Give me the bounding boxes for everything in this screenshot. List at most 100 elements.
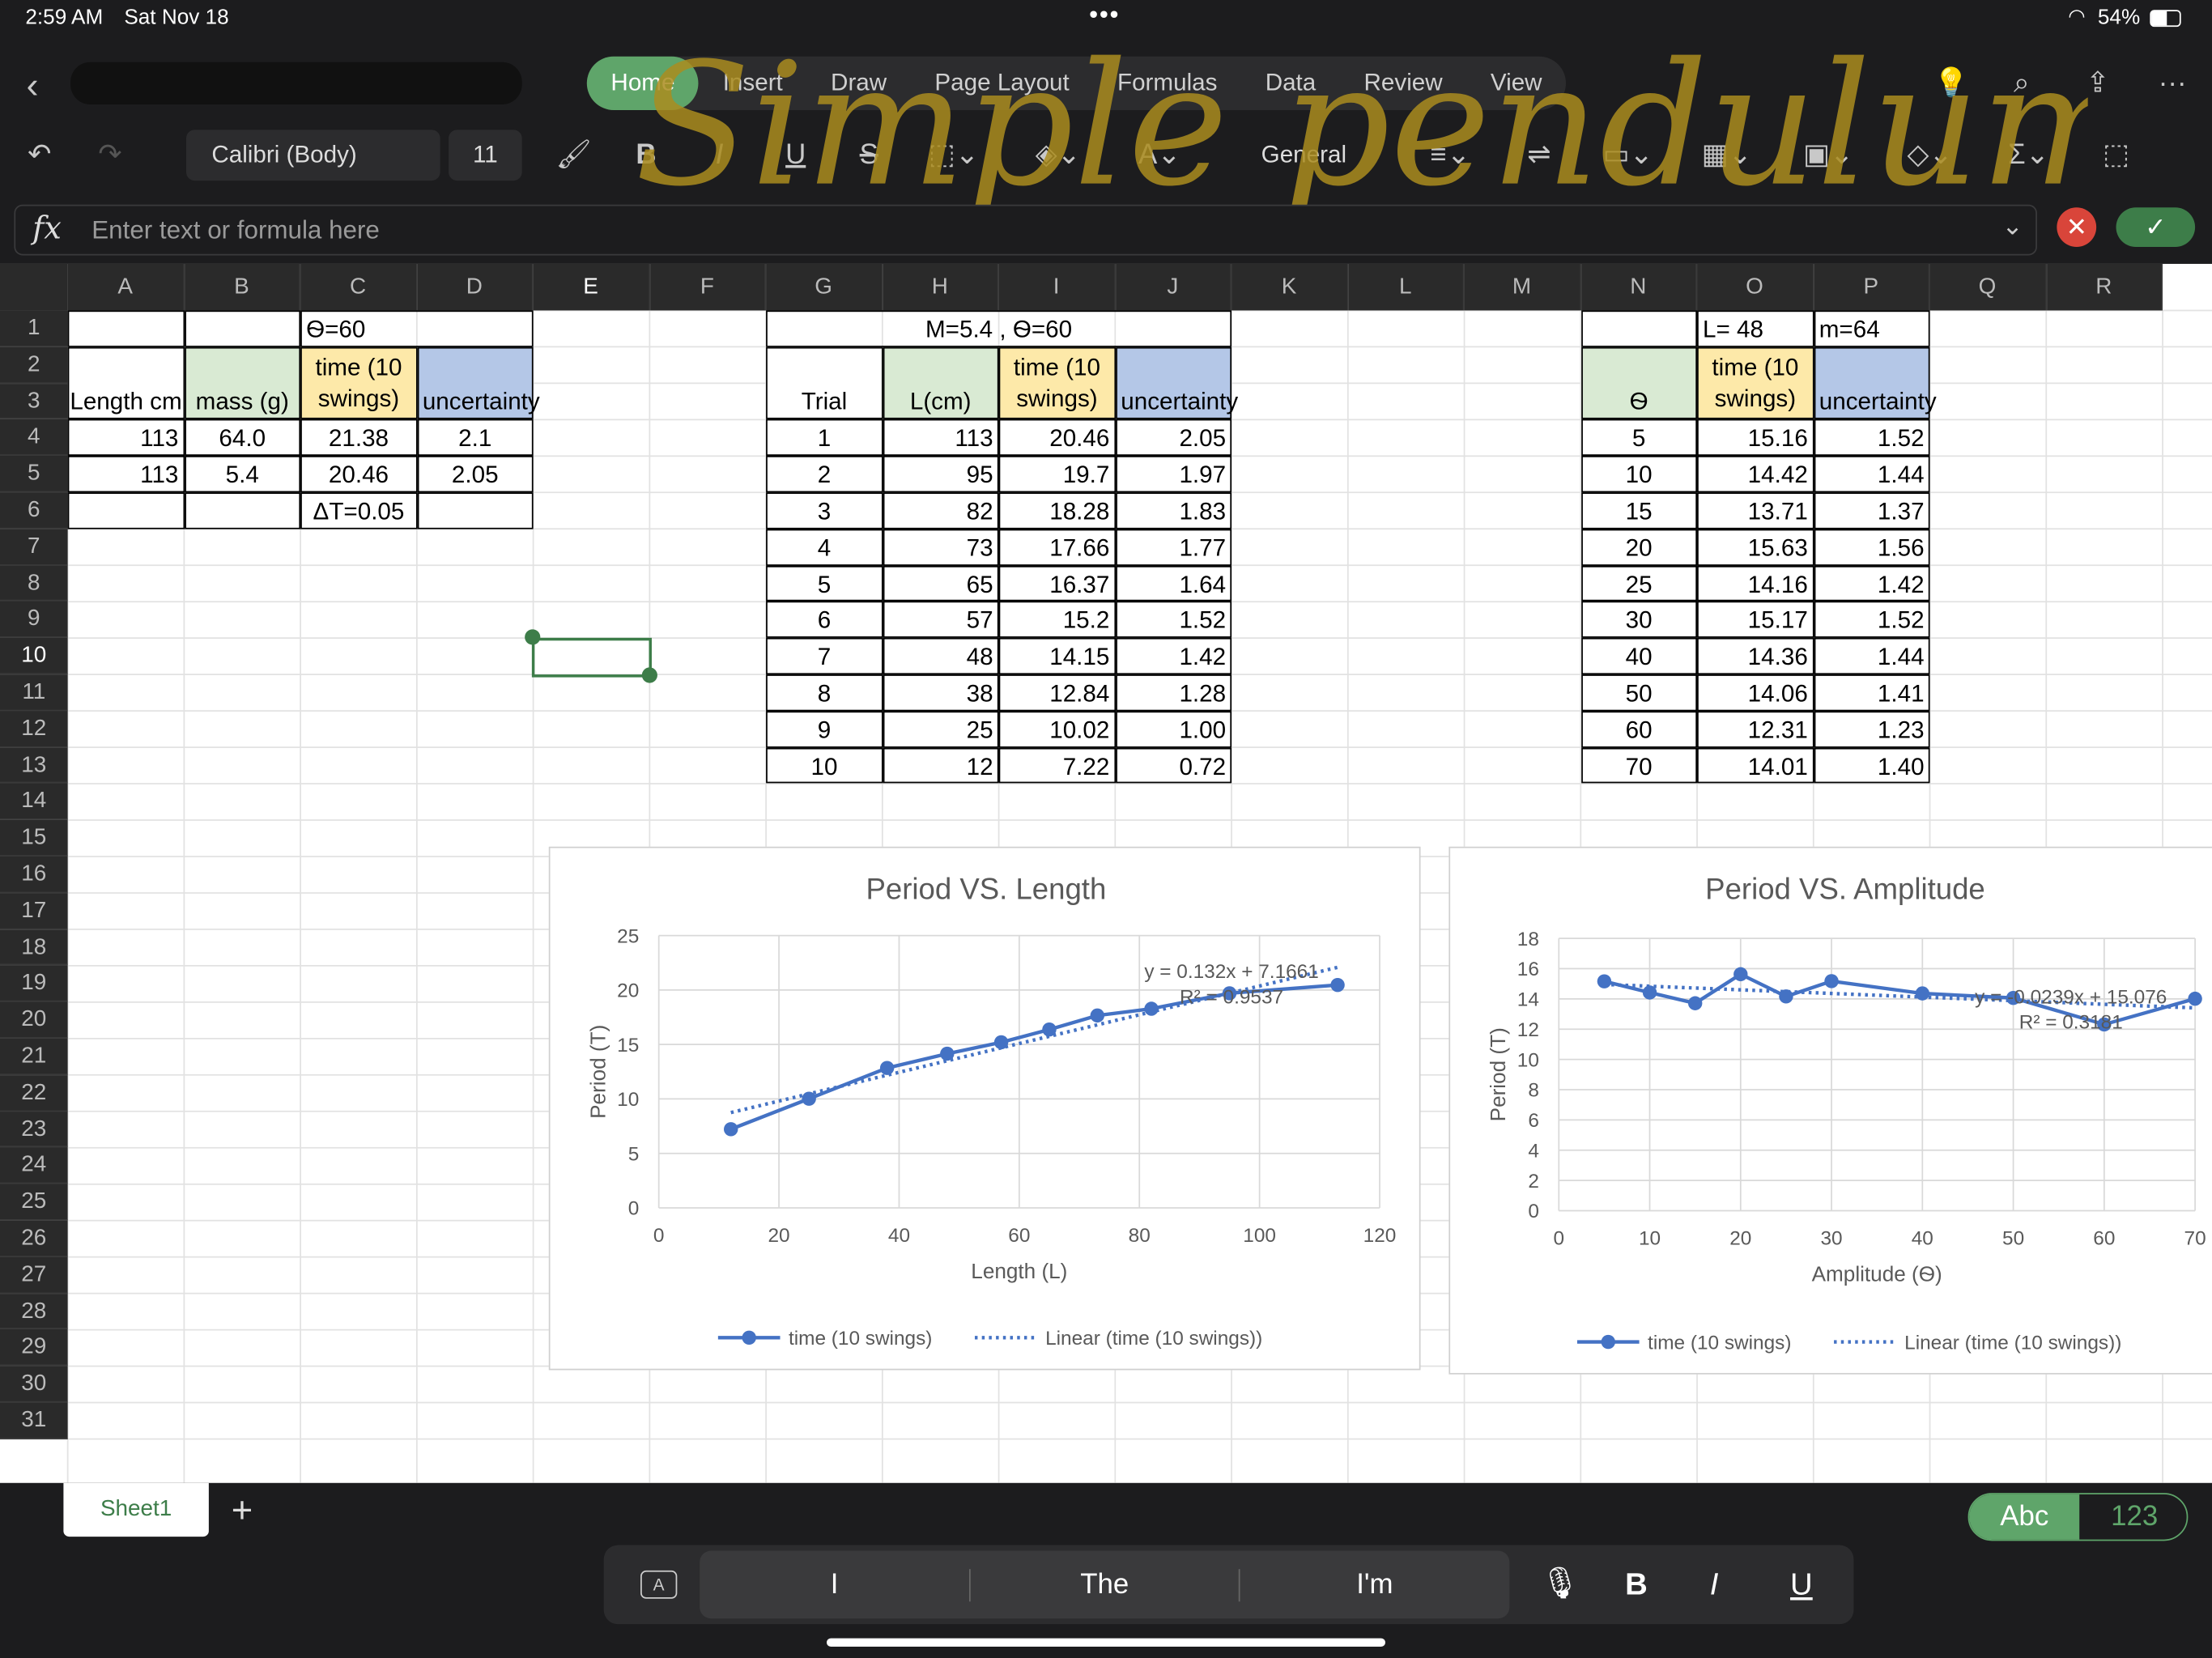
row-header-8[interactable]: 8 bbox=[0, 565, 68, 602]
t1-empty[interactable] bbox=[184, 310, 301, 347]
row-header-1[interactable]: 1 bbox=[0, 310, 68, 347]
back-icon[interactable]: ‹ bbox=[26, 63, 39, 106]
row-header-27[interactable]: 27 bbox=[0, 1256, 68, 1294]
autosum-icon[interactable]: Σ⌄ bbox=[2008, 139, 2049, 171]
t2-header-2[interactable]: time (10 swings) bbox=[998, 346, 1116, 420]
more-icon[interactable]: ··· bbox=[2158, 67, 2187, 100]
row-header-12[interactable]: 12 bbox=[0, 711, 68, 748]
keyboard-mode-toggle[interactable]: Abc 123 bbox=[1967, 1493, 2189, 1541]
t1-header-0[interactable]: Length cm bbox=[67, 346, 185, 420]
t1-cell[interactable]: ΔT=0.05 bbox=[300, 492, 417, 529]
t1-cell[interactable]: 64.0 bbox=[184, 419, 301, 457]
t2-cell[interactable]: 12 bbox=[882, 747, 999, 784]
t2-cell[interactable]: 25 bbox=[882, 711, 999, 748]
t1-title[interactable]: Ѳ=60 bbox=[300, 310, 534, 347]
t3-cell[interactable]: 25 bbox=[1580, 565, 1698, 602]
t2-cell[interactable]: 1.28 bbox=[1115, 674, 1232, 712]
kb-bold[interactable]: B bbox=[1625, 1566, 1648, 1602]
t3-cell[interactable]: 14.36 bbox=[1697, 638, 1814, 675]
t1-cell[interactable] bbox=[416, 492, 534, 529]
t3-cell[interactable]: 14.06 bbox=[1697, 674, 1814, 712]
t1-cell[interactable]: 20.46 bbox=[300, 456, 417, 493]
t2-cell[interactable]: 17.66 bbox=[998, 529, 1116, 566]
t2-cell[interactable]: 12.84 bbox=[998, 674, 1116, 712]
tab-page-layout[interactable]: Page Layout bbox=[934, 69, 1070, 96]
cancel-icon[interactable]: ✕ bbox=[2057, 207, 2097, 248]
t2-cell[interactable]: 7.22 bbox=[998, 747, 1116, 784]
tab-draw[interactable]: Draw bbox=[831, 69, 887, 96]
column-header-P[interactable]: P bbox=[1813, 263, 1930, 311]
t1-cell[interactable]: 113 bbox=[67, 419, 185, 457]
tab-formulas[interactable]: Formulas bbox=[1117, 69, 1218, 96]
home-indicator[interactable] bbox=[827, 1638, 1385, 1647]
t2-cell[interactable]: 10 bbox=[766, 747, 883, 784]
tab-home[interactable]: Home bbox=[586, 56, 700, 110]
t3-cell[interactable]: 20 bbox=[1580, 529, 1698, 566]
row-header-4[interactable]: 4 bbox=[0, 419, 68, 457]
row-header-2[interactable]: 2 bbox=[0, 346, 68, 384]
suggestion-1[interactable]: I bbox=[830, 1569, 839, 1601]
t3-cell[interactable]: 5 bbox=[1580, 419, 1698, 457]
t3-cell[interactable]: 1.40 bbox=[1813, 747, 1930, 784]
t3-cell[interactable]: 14.42 bbox=[1697, 456, 1814, 493]
tab-insert[interactable]: Insert bbox=[722, 69, 783, 96]
t3-cell[interactable]: 1.41 bbox=[1813, 674, 1930, 712]
cells-icon[interactable]: ▣⌄ bbox=[1803, 139, 1854, 171]
t2-cell[interactable]: 18.28 bbox=[998, 492, 1116, 529]
lightbulb-icon[interactable]: 💡 bbox=[1933, 67, 1969, 100]
suggestion-2[interactable]: The bbox=[968, 1569, 1240, 1602]
t2-cell[interactable]: 7 bbox=[766, 638, 883, 675]
column-header-F[interactable]: F bbox=[649, 263, 767, 311]
row-header-22[interactable]: 22 bbox=[0, 1074, 68, 1112]
column-header-A[interactable]: A bbox=[67, 263, 185, 311]
kb-underline[interactable]: U bbox=[1790, 1566, 1813, 1602]
t3-cell[interactable]: 60 bbox=[1580, 711, 1698, 748]
t3-cell[interactable]: 30 bbox=[1580, 602, 1698, 639]
t2-cell[interactable]: 3 bbox=[766, 492, 883, 529]
row-header-3[interactable]: 3 bbox=[0, 383, 68, 420]
chart-0[interactable]: Period VS. Length 0 5 10 15 20 25 0 20 40 60 80 100 1… bbox=[548, 846, 1421, 1371]
t1-empty[interactable] bbox=[67, 310, 185, 347]
search-icon[interactable]: ⌕ bbox=[2014, 67, 2030, 100]
row-header-14[interactable]: 14 bbox=[0, 784, 68, 820]
t2-cell[interactable]: 4 bbox=[766, 529, 883, 566]
column-header-B[interactable]: B bbox=[184, 263, 301, 311]
chart-1[interactable]: Period VS. Amplitude 0 2 4 6 8 10 12 14 16 18 0 10 20… bbox=[1448, 846, 2212, 1375]
clear-icon[interactable]: ◇⌄ bbox=[1907, 139, 1953, 171]
microphone-icon[interactable]: 🎙 bbox=[1540, 1564, 1580, 1601]
t1-cell[interactable]: 2.05 bbox=[416, 456, 534, 493]
number-format-box[interactable]: General bbox=[1261, 141, 1347, 168]
column-header-C[interactable]: C bbox=[300, 263, 417, 311]
font-color-icon[interactable]: A⌄ bbox=[1138, 139, 1181, 171]
t1-header-2[interactable]: time (10 swings) bbox=[300, 346, 417, 420]
row-header-16[interactable]: 16 bbox=[0, 856, 68, 893]
t1-header-3[interactable]: uncertainty bbox=[416, 346, 540, 420]
italic-icon[interactable]: I bbox=[715, 139, 724, 171]
t2-cell[interactable]: 1.77 bbox=[1115, 529, 1232, 566]
row-header-13[interactable]: 13 bbox=[0, 747, 68, 784]
t3-header-2[interactable]: uncertainty bbox=[1813, 346, 1937, 420]
t2-cell[interactable]: 1.97 bbox=[1115, 456, 1232, 493]
t2-cell[interactable]: 1.00 bbox=[1115, 711, 1232, 748]
row-header-20[interactable]: 20 bbox=[0, 1001, 68, 1039]
formula-placeholder[interactable]: Enter text or formula here bbox=[91, 215, 380, 244]
t2-header-0[interactable]: Trial bbox=[766, 346, 883, 420]
fill-color-icon[interactable]: ◈⌄ bbox=[1035, 139, 1081, 171]
format-painter-icon[interactable]: 🖌 bbox=[555, 139, 592, 171]
t3-cell[interactable]: 15 bbox=[1580, 492, 1698, 529]
t3-cell[interactable]: 10 bbox=[1580, 456, 1698, 493]
t3-cell[interactable]: 15.16 bbox=[1697, 419, 1814, 457]
t2-cell[interactable]: 1.42 bbox=[1115, 638, 1232, 675]
strikethrough-icon[interactable]: S bbox=[859, 139, 878, 171]
row-header-31[interactable]: 31 bbox=[0, 1402, 68, 1439]
multitask-dots-icon[interactable]: ••• bbox=[1089, 0, 1121, 28]
t2-cell[interactable]: 73 bbox=[882, 529, 999, 566]
t3-title-l[interactable]: L= 48 bbox=[1697, 310, 1814, 347]
t2-cell[interactable]: 15.2 bbox=[998, 602, 1116, 639]
t2-cell[interactable]: 19.7 bbox=[998, 456, 1116, 493]
t2-cell[interactable]: 1 bbox=[766, 419, 883, 457]
row-header-19[interactable]: 19 bbox=[0, 965, 68, 1002]
t3-cell[interactable]: 15.63 bbox=[1697, 529, 1814, 566]
row-header-28[interactable]: 28 bbox=[0, 1293, 68, 1330]
t1-cell[interactable]: 5.4 bbox=[184, 456, 301, 493]
